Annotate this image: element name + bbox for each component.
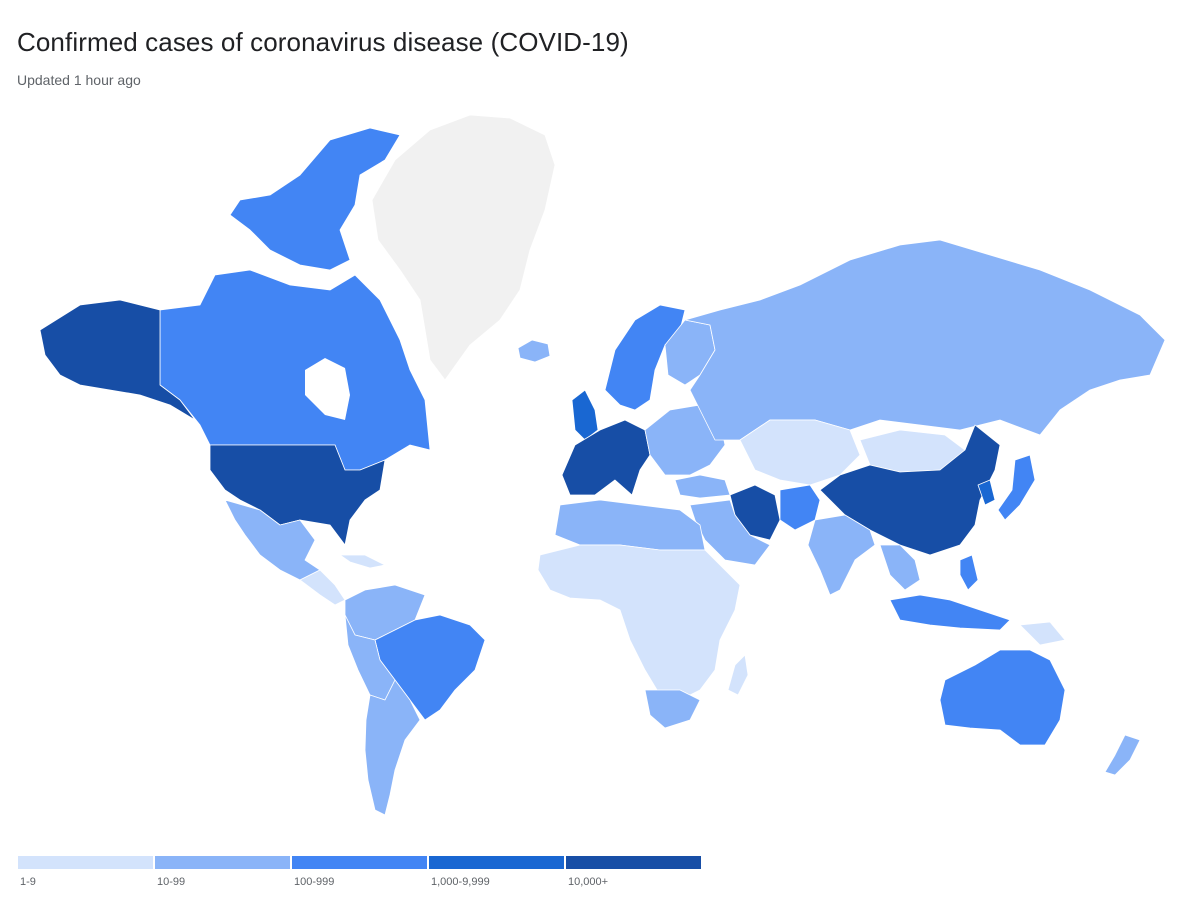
legend-item: 10,000+ [566, 856, 701, 888]
region-argentina-chile[interactable] [364, 679, 421, 816]
legend-label: 1,000-9,999 [431, 876, 490, 888]
region-philippines[interactable] [959, 554, 979, 591]
legend-swatch [292, 856, 427, 869]
legend-swatch [18, 856, 153, 869]
region-japan[interactable] [997, 454, 1036, 521]
world-choropleth-map [39, 114, 1166, 816]
region-australia[interactable] [939, 649, 1066, 746]
legend-swatch [429, 856, 564, 869]
region-central-asia[interactable] [739, 419, 861, 486]
legend-swatch [155, 856, 290, 869]
region-china[interactable] [819, 424, 1001, 556]
region-alaska[interactable] [39, 299, 196, 421]
region-turkey[interactable] [674, 474, 731, 499]
region-india[interactable] [807, 514, 876, 596]
region-madagascar[interactable] [727, 654, 749, 696]
region-caribbean[interactable] [339, 554, 386, 569]
region-usa[interactable] [209, 444, 386, 546]
region-greenland[interactable] [371, 114, 556, 381]
region-russia[interactable] [684, 239, 1166, 441]
region-sub-saharan-africa[interactable] [537, 544, 741, 701]
legend-label: 10,000+ [568, 876, 609, 888]
region-indonesia-malaysia[interactable] [889, 594, 1011, 631]
region-papua[interactable] [1019, 621, 1066, 646]
legend-item: 100-999 [292, 856, 427, 888]
region-south-africa[interactable] [644, 689, 701, 729]
region-eastern-europe[interactable] [644, 404, 726, 476]
region-new-zealand[interactable] [1104, 734, 1141, 776]
page-title: Confirmed cases of coronavirus disease (… [17, 27, 629, 57]
region-uk[interactable] [571, 389, 599, 441]
region-western-europe[interactable] [561, 419, 651, 496]
legend-label: 100-999 [294, 876, 335, 888]
region-southeast-asia[interactable] [879, 544, 921, 591]
legend-item: 1-9 [18, 856, 153, 888]
region-canada[interactable] [159, 269, 431, 471]
updated-timestamp: Updated 1 hour ago [17, 72, 141, 88]
region-iceland[interactable] [517, 339, 551, 363]
region-north-africa[interactable] [554, 499, 706, 551]
legend-item: 10-99 [155, 856, 290, 888]
region-korea[interactable] [977, 479, 996, 506]
map-legend: 1-9 10-99 100-999 1,000-9,999 10,000+ [18, 856, 701, 888]
legend-swatch [566, 856, 701, 869]
legend-label: 1-9 [20, 876, 36, 888]
legend-label: 10-99 [157, 876, 186, 888]
legend-item: 1,000-9,999 [429, 856, 564, 888]
region-canada-arctic[interactable] [229, 127, 401, 271]
